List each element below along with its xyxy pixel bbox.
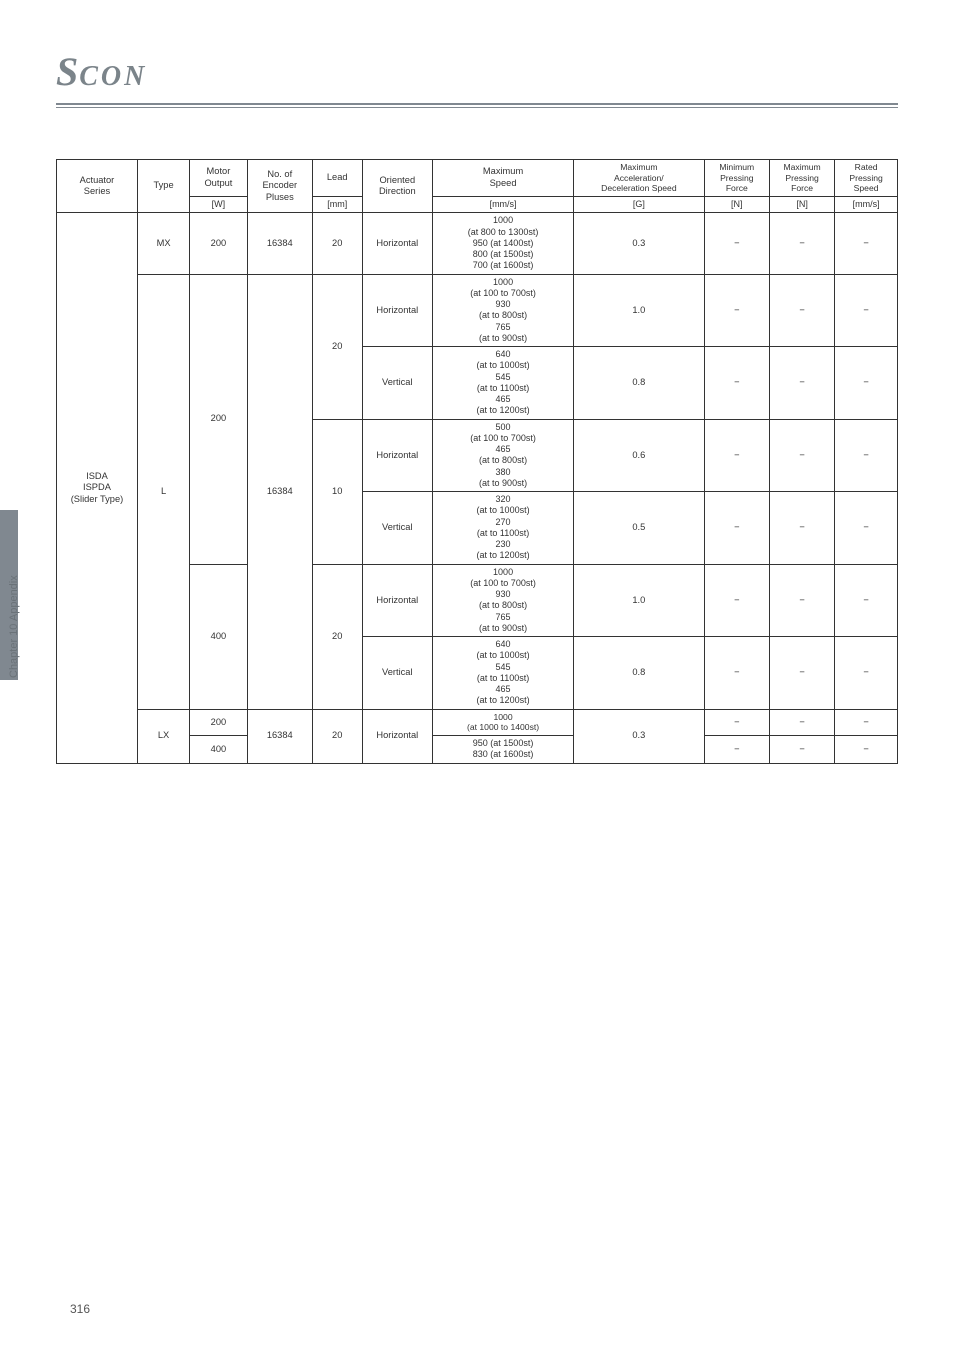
- cell-min: −: [704, 492, 769, 565]
- cell-max: −: [769, 419, 834, 492]
- cell-lead: 20: [312, 709, 362, 763]
- table-row: L 200 16384 20 Horizontal 1000(at 100 to…: [57, 274, 898, 347]
- cell-accel: 0.8: [574, 637, 705, 710]
- table-row: ISDAISPDA(Slider Type) MX 200 16384 20 H…: [57, 213, 898, 274]
- cell-rated: −: [835, 736, 898, 764]
- cell-rated: −: [835, 492, 898, 565]
- cell-dir: Horizontal: [362, 564, 433, 637]
- cell-speed: 640(at to 1000st)545(at to 1100st)465(at…: [433, 347, 574, 420]
- cell-lead: 20: [312, 274, 362, 419]
- cell-rated: −: [835, 347, 898, 420]
- logo-underline: [56, 103, 898, 109]
- cell-min: −: [704, 347, 769, 420]
- cell-dir: Horizontal: [362, 213, 433, 274]
- th-lead: Lead: [312, 160, 362, 197]
- cell-lead: 20: [312, 564, 362, 709]
- cell-min: −: [704, 709, 769, 735]
- cell-motor: 400: [190, 736, 247, 764]
- cell-accel: 0.5: [574, 492, 705, 565]
- cell-accel: 1.0: [574, 274, 705, 347]
- cell-max: −: [769, 213, 834, 274]
- cell-max: −: [769, 274, 834, 347]
- table-row: LX 200 16384 20 Horizontal 1000(at 1000 …: [57, 709, 898, 735]
- cell-max: −: [769, 736, 834, 764]
- cell-actuator: ISDAISPDA(Slider Type): [57, 213, 138, 763]
- cell-rated: −: [835, 709, 898, 735]
- unit-maxpress: [N]: [769, 197, 834, 213]
- unit-lead: [mm]: [312, 197, 362, 213]
- spec-table: ActuatorSeries Type MotorOutput No. ofEn…: [56, 159, 898, 764]
- cell-encoder: 16384: [247, 213, 312, 274]
- th-maxaccel: MaximumAcceleration/Deceleration Speed: [574, 160, 705, 197]
- cell-max: −: [769, 709, 834, 735]
- cell-type: L: [137, 274, 189, 709]
- cell-speed: 950 (at 1500st)830 (at 1600st): [433, 736, 574, 764]
- cell-speed: 1000(at 1000 to 1400st): [433, 709, 574, 735]
- cell-max: −: [769, 492, 834, 565]
- cell-encoder: 16384: [247, 274, 312, 709]
- cell-dir: Horizontal: [362, 709, 433, 763]
- cell-max: −: [769, 347, 834, 420]
- unit-motor: [W]: [190, 197, 247, 213]
- cell-type: MX: [137, 213, 189, 274]
- unit-maxaccel: [G]: [574, 197, 705, 213]
- logo-text: SCON: [56, 48, 898, 95]
- sidebar-label: Chapter 10 Appendix: [8, 575, 20, 678]
- cell-accel: 1.0: [574, 564, 705, 637]
- cell-accel: 0.8: [574, 347, 705, 420]
- cell-rated: −: [835, 564, 898, 637]
- th-rated: RatedPressingSpeed: [835, 160, 898, 197]
- th-direction: OrientedDirection: [362, 160, 433, 213]
- cell-speed: 1000(at 100 to 700st)930(at to 800st)765…: [433, 274, 574, 347]
- cell-min: −: [704, 564, 769, 637]
- cell-min: −: [704, 274, 769, 347]
- cell-rated: −: [835, 274, 898, 347]
- cell-motor: 200: [190, 274, 247, 564]
- page-container: SCON ActuatorSeries Type MotorOutput No.…: [0, 0, 954, 1350]
- cell-accel: 0.6: [574, 419, 705, 492]
- cell-min: −: [704, 736, 769, 764]
- cell-lead: 20: [312, 213, 362, 274]
- th-maxpress: MaximumPressingForce: [769, 160, 834, 197]
- cell-dir: Vertical: [362, 492, 433, 565]
- unit-minpress: [N]: [704, 197, 769, 213]
- cell-dir: Vertical: [362, 347, 433, 420]
- cell-speed: 320(at to 1000st)270(at to 1100st)230(at…: [433, 492, 574, 565]
- cell-dir: Horizontal: [362, 274, 433, 347]
- cell-max: −: [769, 564, 834, 637]
- cell-max: −: [769, 637, 834, 710]
- cell-min: −: [704, 637, 769, 710]
- cell-motor: 200: [190, 709, 247, 735]
- cell-min: −: [704, 419, 769, 492]
- cell-motor: 400: [190, 564, 247, 709]
- cell-rated: −: [835, 213, 898, 274]
- header-row: ActuatorSeries Type MotorOutput No. ofEn…: [57, 160, 898, 197]
- th-maxspeed: MaximumSpeed: [433, 160, 574, 197]
- th-motor: MotorOutput: [190, 160, 247, 197]
- cell-speed: 1000(at 100 to 700st)930(at to 800st)765…: [433, 564, 574, 637]
- unit-maxspeed: [mm/s]: [433, 197, 574, 213]
- th-actuator: ActuatorSeries: [57, 160, 138, 213]
- cell-dir: Horizontal: [362, 419, 433, 492]
- cell-motor: 200: [190, 213, 247, 274]
- cell-accel: 0.3: [574, 709, 705, 763]
- th-minpress: MinimumPressingForce: [704, 160, 769, 197]
- cell-speed: 500(at 100 to 700st)465(at to 800st)380(…: [433, 419, 574, 492]
- cell-rated: −: [835, 419, 898, 492]
- cell-rated: −: [835, 637, 898, 710]
- unit-rated: [mm/s]: [835, 197, 898, 213]
- cell-accel: 0.3: [574, 213, 705, 274]
- cell-encoder: 16384: [247, 709, 312, 763]
- th-type: Type: [137, 160, 189, 213]
- cell-dir: Vertical: [362, 637, 433, 710]
- cell-speed: 1000(at 800 to 1300st)950 (at 1400st)800…: [433, 213, 574, 274]
- page-number: 316: [70, 1302, 90, 1316]
- cell-min: −: [704, 213, 769, 274]
- cell-lead: 10: [312, 419, 362, 564]
- cell-type: LX: [137, 709, 189, 763]
- th-encoder: No. ofEncoderPluses: [247, 160, 312, 213]
- cell-speed: 640(at to 1000st)545(at to 1100st)465(at…: [433, 637, 574, 710]
